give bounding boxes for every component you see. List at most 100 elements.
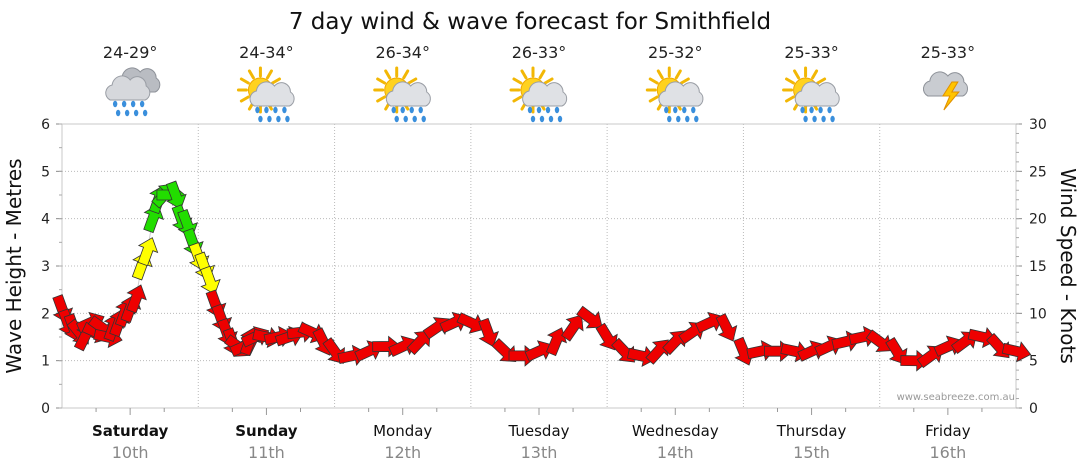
storm-cloud-icon (922, 71, 969, 111)
rain-drop (130, 100, 136, 108)
rain-drop (821, 115, 826, 123)
rain-drop (527, 106, 533, 114)
day-name: Monday (373, 422, 432, 440)
day-name: Sunday (235, 422, 298, 440)
day-name: Saturday (92, 422, 169, 440)
right-tick-label: 0 (1029, 401, 1038, 417)
cloud-shape (922, 71, 969, 97)
rain-drop (267, 115, 272, 123)
rain-drop (812, 115, 817, 123)
right-tick-label: 5 (1029, 354, 1038, 370)
sun-showers-icon (782, 66, 840, 123)
sun-ray (785, 77, 795, 85)
rain-drop (112, 100, 118, 108)
rain-cloud-icon (105, 67, 161, 117)
cloud-shape (105, 75, 151, 101)
right-tick-label: 20 (1029, 212, 1047, 228)
day-date: 15th (793, 443, 830, 462)
sun-ray (648, 95, 659, 103)
rain-drop (264, 106, 269, 114)
wind-arrow (576, 305, 603, 329)
rain-drop (827, 106, 832, 114)
rain-drop (673, 106, 678, 114)
sun-ray (239, 95, 250, 103)
left-tick-label: 6 (41, 117, 50, 133)
wind-arrow (137, 237, 159, 267)
chart-title: 7 day wind & wave forecast for Smithfiel… (289, 9, 771, 35)
wind-arrow (126, 284, 147, 314)
sun-ray (512, 95, 523, 103)
left-axis-label: Wave Height - Metres (2, 158, 26, 373)
sun-ray (384, 69, 392, 80)
rain-drop (545, 106, 551, 114)
rain-drop (536, 106, 542, 114)
rain-drop (282, 106, 287, 114)
left-tick-label: 2 (41, 306, 50, 322)
day-name: Friday (925, 422, 971, 440)
cloud-shape (385, 81, 431, 107)
rain-drop (694, 115, 699, 123)
day-date: 11th (248, 443, 285, 462)
sun-ray (247, 69, 255, 80)
rain-drop (121, 100, 127, 108)
rain-drop (548, 115, 554, 123)
rain-drop (830, 115, 835, 123)
sun-ray (674, 69, 682, 80)
rain-drop (800, 106, 805, 114)
rain-drop (685, 115, 690, 123)
day-date: 14th (657, 443, 694, 462)
wind-arrow (865, 329, 893, 352)
rain-drop (124, 109, 130, 117)
left-tick-label: 1 (41, 354, 50, 370)
sun-ray (793, 69, 801, 80)
rain-drop (818, 106, 823, 114)
day-name: Thursday (776, 422, 847, 440)
sun-ray (785, 95, 795, 103)
rain-drop (530, 115, 536, 123)
day-date: 13th (521, 443, 558, 462)
wind-arrow (199, 265, 221, 295)
day-date: 16th (929, 443, 966, 462)
rain-drop (133, 109, 139, 117)
wind-arrow (456, 312, 486, 334)
left-tick-label: 4 (41, 212, 50, 228)
rain-drop (139, 100, 145, 108)
cloud-shape (794, 81, 840, 107)
cloud-shape (522, 81, 568, 107)
sun-ray (239, 77, 250, 85)
rain-drop (258, 115, 263, 123)
sun-ray (376, 95, 387, 103)
rain-drop (421, 115, 426, 123)
day-temp-range: 25-33° (784, 43, 839, 62)
rain-drop (276, 115, 281, 123)
right-tick-label: 10 (1029, 306, 1047, 322)
rain-drop (115, 109, 121, 117)
sun-showers-icon (509, 66, 568, 123)
lightning-bolt (941, 81, 960, 111)
wind-arrow (561, 314, 584, 342)
rain-drop (418, 106, 423, 114)
sun-ray (543, 77, 554, 85)
wind-arrow (1001, 341, 1032, 363)
wind-arrows-series (52, 180, 1032, 372)
left-axis-ticks: 0 1 2 3 4 5 6 (41, 117, 62, 417)
rain-drop (285, 115, 290, 123)
x-axis-days: Saturday 10th Sunday 11th Monday 12th Tuesday 1… (92, 408, 983, 462)
rain-drop (255, 106, 260, 114)
rain-drop (391, 106, 396, 114)
sun-showers-icon (373, 66, 431, 123)
sun-ray (265, 69, 273, 80)
rain-drop (557, 115, 563, 123)
left-tick-label: 0 (41, 401, 50, 417)
right-tick-label: 25 (1029, 164, 1047, 180)
wind-arrow (715, 313, 738, 342)
sun-ray (376, 77, 387, 85)
day-temp-range: 24-34° (239, 43, 294, 62)
rain-drop (664, 106, 669, 114)
rain-drop (682, 106, 687, 114)
sun-ray (816, 77, 827, 85)
rain-drop (676, 115, 681, 123)
left-tick-label: 3 (41, 259, 50, 275)
sun-showers-icon (236, 66, 295, 123)
